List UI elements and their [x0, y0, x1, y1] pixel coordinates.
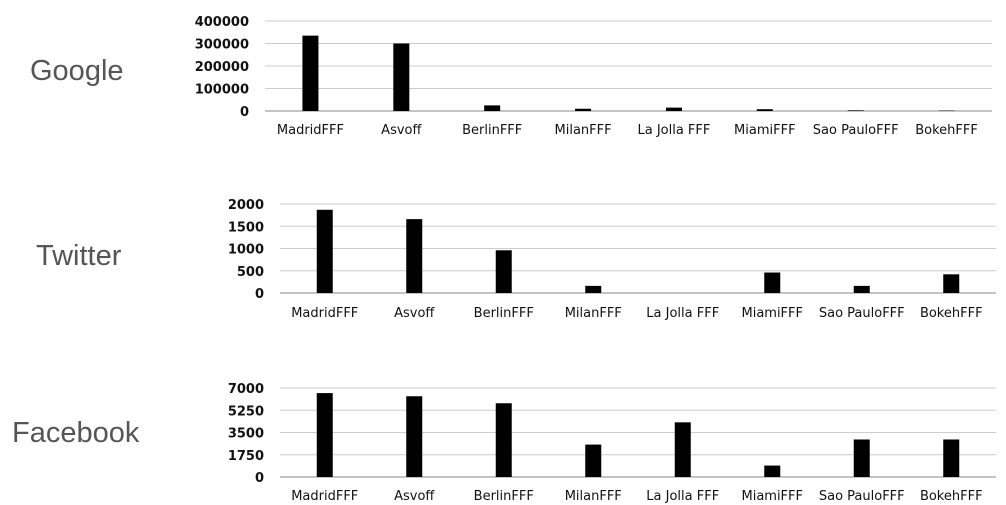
facebook-y-tick-label: 0	[255, 471, 264, 486]
google-category-label: Sao PauloFFF	[813, 123, 899, 138]
google-category-label: La Jolla FFF	[637, 123, 710, 138]
facebook-category-label: MiamiFFF	[741, 489, 803, 504]
facebook-category-label: Sao PauloFFF	[819, 489, 905, 504]
twitter-y-tick-label: 2000	[228, 198, 264, 213]
google-category-label: MilanFFF	[555, 123, 612, 138]
google-category-label: BokehFFF	[915, 123, 978, 138]
facebook-category-label: La Jolla FFF	[646, 489, 719, 504]
google-category-label: BerlinFFF	[462, 123, 522, 138]
google-bar-asvoff	[393, 43, 410, 111]
twitter-y-tick-label: 500	[237, 265, 264, 280]
twitter-category-label: Asvoff	[394, 306, 435, 321]
twitter-chart: 0 500 1000 1500 2000 MadridFFF Asvoff BerlinFFF…	[228, 198, 996, 321]
facebook-bar-bokehfff	[943, 439, 960, 477]
facebook-bar-berlinfff	[495, 403, 512, 477]
twitter-y-tick-label: 1500	[228, 220, 264, 235]
google-bar-la-jolla-fff	[665, 107, 682, 111]
google-bar-miamifff	[756, 109, 773, 111]
twitter-bar-bokehfff	[943, 274, 960, 293]
facebook-category-label: BerlinFFF	[474, 489, 534, 504]
twitter-bar-miamifff	[764, 272, 781, 293]
twitter-y-tick-label: 0	[255, 287, 264, 302]
twitter-bar-berlinfff	[495, 250, 512, 293]
google-y-tick-label: 0	[240, 105, 249, 120]
facebook-bar-la-jolla-fff	[674, 422, 691, 477]
twitter-bar-sao-paulofff	[853, 285, 870, 293]
facebook-bar-miamifff	[764, 465, 781, 477]
google-label: Google	[30, 55, 124, 87]
google-y-tick-label: 100000	[195, 83, 249, 98]
facebook-y-tick-label: 7000	[228, 382, 264, 397]
google-category-label: MiamiFFF	[734, 123, 796, 138]
google-y-tick-label: 400000	[195, 15, 249, 30]
facebook-y-tick-label: 3500	[228, 427, 264, 442]
twitter-bar-milanfff	[585, 285, 602, 293]
facebook-bar-sao-paulofff	[853, 439, 870, 477]
twitter-bar-asvoff	[406, 219, 423, 293]
facebook-bar-madridfff	[316, 393, 333, 477]
google-category-label: MadridFFF	[277, 123, 344, 138]
twitter-category-label: BerlinFFF	[474, 306, 534, 321]
twitter-label: Twitter	[36, 240, 122, 272]
twitter-category-label: MiamiFFF	[741, 306, 803, 321]
twitter-bar-madridfff	[316, 209, 333, 293]
google-chart: 0 100000 200000 300000 400000 MadridFFF Asvoff…	[195, 15, 992, 138]
google-bar-milanfff	[575, 108, 592, 111]
google-bar-madridfff	[302, 35, 319, 111]
facebook-bar-milanfff	[585, 444, 602, 477]
google-y-tick-label: 300000	[195, 38, 249, 53]
twitter-category-label: MilanFFF	[565, 306, 622, 321]
twitter-category-label: BokehFFF	[920, 306, 983, 321]
facebook-category-label: MilanFFF	[565, 489, 622, 504]
facebook-label: Facebook	[12, 417, 140, 449]
twitter-category-label: Sao PauloFFF	[819, 306, 905, 321]
facebook-y-tick-label: 5250	[228, 404, 264, 419]
twitter-y-tick-label: 1000	[228, 243, 264, 258]
facebook-category-label: MadridFFF	[291, 489, 358, 504]
google-bar-berlinfff	[484, 105, 501, 111]
twitter-category-label: MadridFFF	[291, 306, 358, 321]
facebook-y-tick-label: 1750	[228, 449, 264, 464]
facebook-category-label: Asvoff	[394, 489, 435, 504]
google-y-tick-label: 200000	[195, 60, 249, 75]
twitter-category-label: La Jolla FFF	[646, 306, 719, 321]
facebook-category-label: BokehFFF	[920, 489, 983, 504]
facebook-chart: 0 1750 3500 5250 7000 MadridFFF Asvoff BerlinFF…	[228, 382, 996, 504]
google-category-label: Asvoff	[381, 123, 422, 138]
google-bar-sao-paulofff	[847, 110, 864, 111]
facebook-bar-asvoff	[406, 396, 423, 477]
